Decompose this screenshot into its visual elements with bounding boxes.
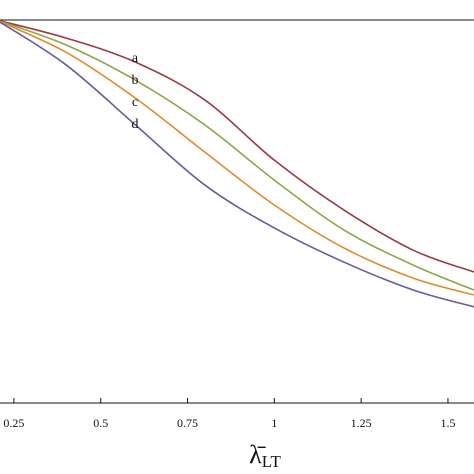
x-tick-label: 1.25: [351, 416, 372, 430]
x-tick-label: 1.5: [440, 416, 455, 430]
x-tick-label: 0.25: [3, 416, 24, 430]
series-line: [0, 21, 474, 308]
x-axis-label-subscript: LT: [262, 452, 282, 471]
series-label: a: [132, 51, 139, 66]
series-label: b: [132, 73, 139, 88]
x-tick-label: 0.5: [93, 416, 108, 430]
series-line: [0, 20, 474, 273]
series-line: [0, 20, 474, 296]
x-tick-label: 0.75: [177, 416, 198, 430]
series-label: d: [132, 117, 139, 132]
series-line: [0, 20, 474, 291]
x-axis-label: λ̄LT: [249, 440, 281, 471]
x-axis-label-main: λ̄: [249, 440, 266, 469]
series-label: c: [132, 95, 138, 110]
x-tick-label: 1: [271, 416, 277, 430]
